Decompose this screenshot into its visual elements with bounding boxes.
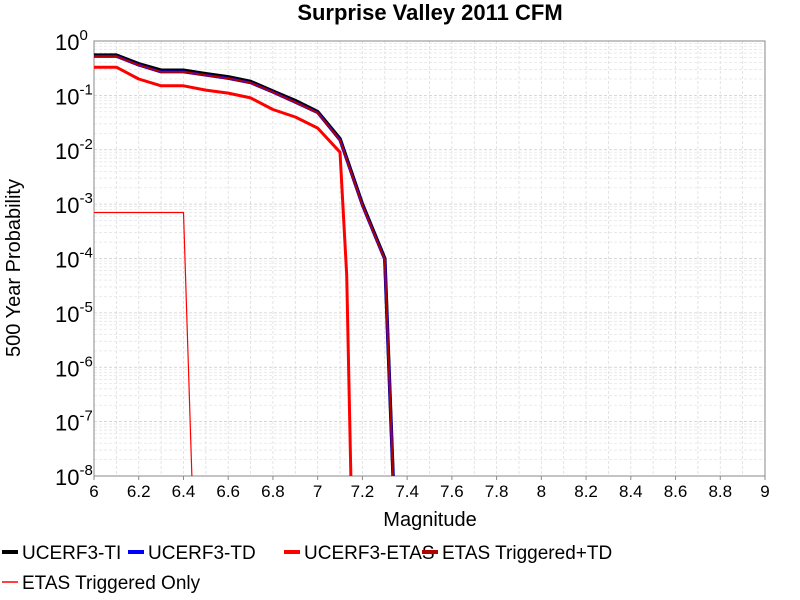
legend-label: UCERF3-TI xyxy=(22,543,121,564)
y-tick-label: 10-2 xyxy=(55,136,93,164)
x-tick-label: 7.4 xyxy=(395,482,419,501)
y-tick-label: 10-5 xyxy=(55,299,93,327)
legend: UCERF3-TI UCERF3-TD UCERF3-ETAS ETAS Trigge… xyxy=(2,543,612,594)
x-tick-label: 9 xyxy=(760,482,769,501)
series-line xyxy=(94,65,353,476)
x-tick-label: 8.6 xyxy=(664,482,688,501)
legend-label: UCERF3-ETAS xyxy=(304,543,435,564)
x-tick-label: 7.8 xyxy=(485,482,509,501)
x-tick-label: 6.4 xyxy=(172,482,196,501)
series-line xyxy=(94,211,193,476)
x-axis-label: Magnitude xyxy=(383,509,476,531)
plot-area xyxy=(93,40,766,477)
legend-label: ETAS Triggered Only xyxy=(22,573,201,594)
x-tick-label: 8.2 xyxy=(574,482,598,501)
x-tick-label: 7.6 xyxy=(440,482,464,501)
x-tick-label: 7.2 xyxy=(351,482,375,501)
series-line xyxy=(94,55,395,476)
x-tick-label: 7 xyxy=(313,482,322,501)
x-tick-label: 8 xyxy=(537,482,546,501)
y-tick-label: 100 xyxy=(55,27,88,55)
x-tick-label: 8.8 xyxy=(708,482,732,501)
x-tick-label: 8.4 xyxy=(619,482,643,501)
series-layer xyxy=(94,53,395,476)
x-tick-label: 6.6 xyxy=(216,482,240,501)
x-tick-label: 6 xyxy=(89,482,98,501)
grid xyxy=(93,41,766,477)
y-tick-label: 10-6 xyxy=(55,353,93,381)
y-tick-label: 10-4 xyxy=(55,245,93,273)
y-tick-label: 10-8 xyxy=(55,462,93,490)
y-tick-label: 10-7 xyxy=(55,408,93,436)
x-tick-label: 6.8 xyxy=(261,482,285,501)
x-tick-label: 6.2 xyxy=(127,482,151,501)
legend-label: UCERF3-TD xyxy=(148,543,256,564)
x-axis-ticks: 6 6.2 6.4 6.6 6.8 7 7.2 7.4 7.6 7.8 8 8.2 8.4 8.6 8.8 9 xyxy=(89,476,770,501)
legend-label: ETAS Triggered+TD xyxy=(442,543,612,564)
y-axis-ticks: 100 10-1 10-2 10-3 10-4 10-5 10-6 10-7 10-8 xyxy=(55,27,93,490)
y-tick-label: 10-1 xyxy=(55,81,93,109)
y-axis-label: 500 Year Probability xyxy=(3,179,25,357)
y-tick-label: 10-3 xyxy=(55,190,93,218)
chart-title: Surprise Valley 2011 CFM xyxy=(297,0,562,25)
